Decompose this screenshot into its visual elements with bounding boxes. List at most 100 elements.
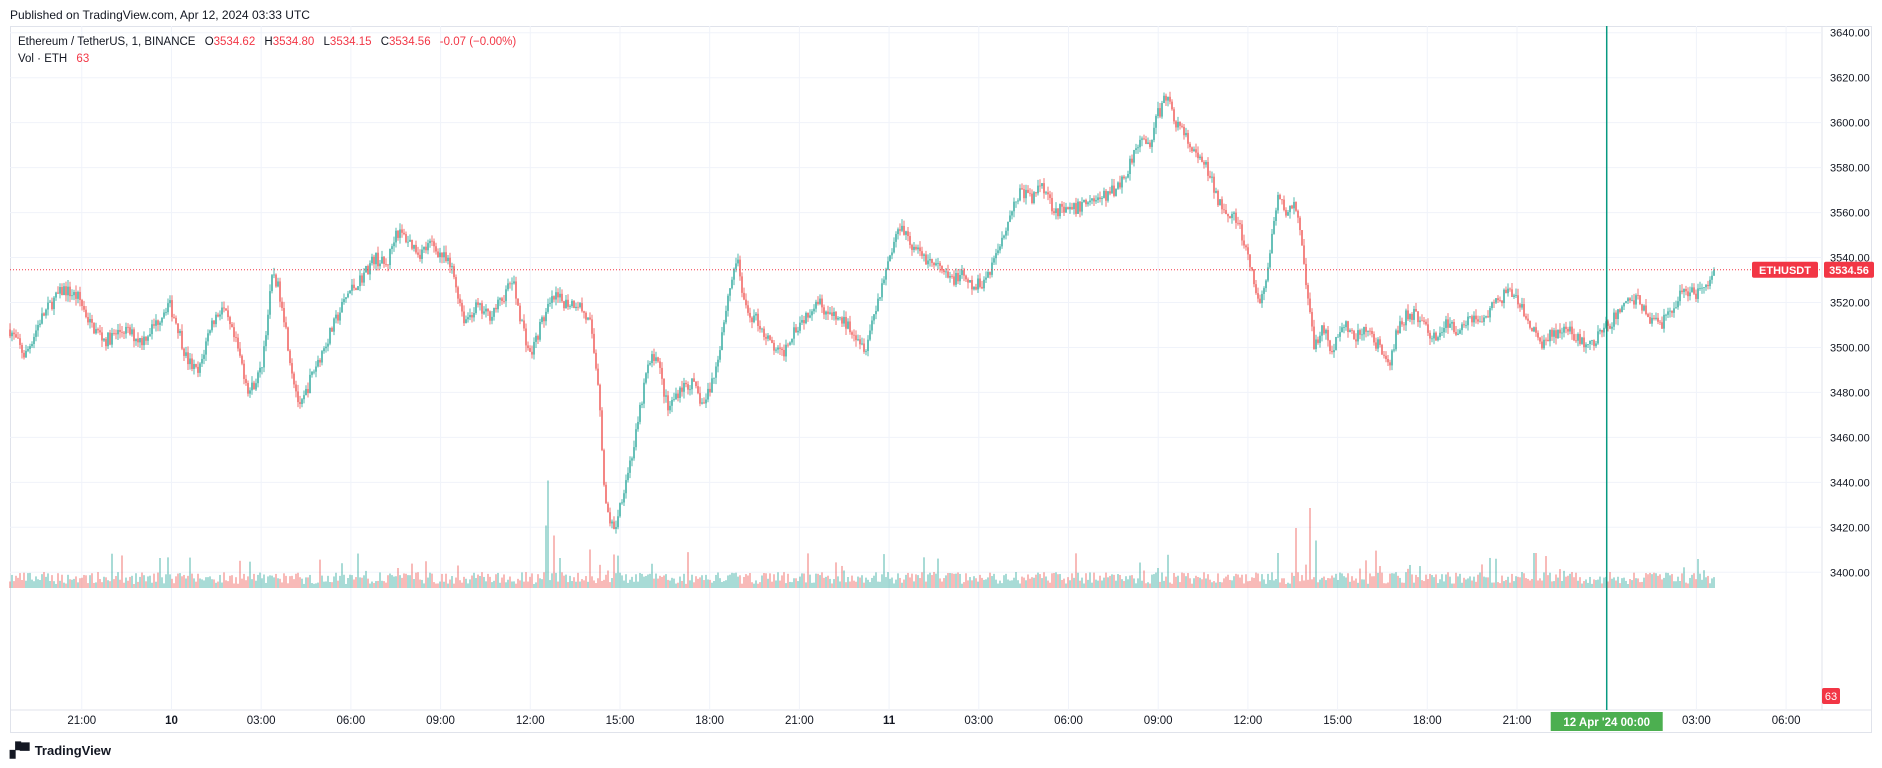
volume-bar	[1357, 582, 1359, 588]
candle-body	[1035, 192, 1037, 194]
candle-body	[971, 280, 973, 290]
candle-body	[983, 279, 985, 289]
footer-brand[interactable]: ▞▀ TradingView	[10, 742, 111, 759]
candle-body	[825, 311, 827, 315]
candle-body	[1475, 315, 1477, 320]
volume-bar	[71, 579, 73, 588]
volume-bar	[385, 582, 387, 588]
candle-body	[143, 336, 145, 346]
candle-body	[1531, 327, 1533, 332]
volume-bar	[1411, 574, 1413, 588]
volume-bar	[997, 583, 999, 588]
candle-body	[1217, 190, 1219, 206]
candle-body	[1635, 295, 1637, 305]
candle-body	[313, 371, 315, 373]
candle-body	[45, 309, 47, 316]
candle-body	[341, 302, 343, 313]
candle-body	[1665, 314, 1667, 316]
candle-body	[625, 480, 627, 494]
volume-bar	[1137, 578, 1139, 588]
candle-body	[811, 311, 813, 316]
candle-body	[1541, 341, 1543, 349]
volume-bar	[913, 581, 915, 588]
candle-body	[1417, 311, 1419, 323]
volume-bar	[995, 579, 997, 588]
volume-bar	[1023, 577, 1025, 588]
volume-bar	[651, 563, 653, 588]
volume-bar	[879, 581, 881, 588]
volume-bar	[1319, 579, 1321, 588]
candle-body	[1251, 267, 1253, 270]
price-axis: 3640.003620.003600.003580.003560.003540.…	[1830, 28, 1870, 580]
candle-body	[1139, 139, 1141, 148]
candle-body	[1453, 322, 1455, 332]
candle-body	[1073, 203, 1075, 210]
volume-bar	[217, 581, 219, 588]
candle-body	[29, 346, 31, 350]
volume-bar	[1003, 575, 1005, 588]
candle-body	[1543, 339, 1545, 349]
volume-bar	[825, 576, 827, 588]
volume-bar	[1545, 556, 1547, 588]
volume-bar	[1177, 575, 1179, 588]
volume-bar	[95, 582, 97, 588]
candle-body	[1533, 327, 1535, 332]
change-value: -0.07 (−0.00%)	[439, 36, 517, 48]
candle-body	[769, 335, 771, 340]
volume-bar	[393, 576, 395, 588]
volume-bar	[841, 565, 843, 588]
volume-bar	[559, 558, 561, 588]
candle-body	[361, 275, 363, 283]
last-price-tag: 3534.56	[1829, 265, 1869, 277]
volume-bar	[659, 575, 661, 588]
candle-body	[973, 286, 975, 290]
volume-bar	[947, 573, 949, 588]
candle-body	[293, 373, 295, 385]
candle-body	[1149, 142, 1151, 147]
candle-body	[1617, 309, 1619, 320]
volume-bar	[705, 574, 707, 588]
candle-body	[1335, 337, 1337, 351]
candle-body	[1045, 192, 1047, 194]
volume-bar	[397, 568, 399, 588]
candle-body	[429, 240, 431, 244]
candle-body	[1131, 158, 1133, 163]
volume-bar	[1127, 579, 1129, 588]
candle-body	[1061, 204, 1063, 207]
symbol-label[interactable]: Ethereum / TetherUS, 1, BINANCE	[18, 36, 196, 48]
time-tick-label: 21:00	[785, 715, 814, 727]
volume-bar	[1683, 567, 1685, 588]
candle-body	[1645, 305, 1647, 315]
candle-body	[55, 292, 57, 298]
candle-body	[91, 318, 93, 323]
candle-body	[473, 313, 475, 318]
volume-bar	[215, 582, 217, 588]
volume-bar	[963, 582, 965, 588]
volume-bar	[1573, 577, 1575, 588]
volume-bar	[1705, 577, 1707, 588]
volume-bar	[929, 572, 931, 588]
volume-bar	[1049, 582, 1051, 588]
volume-bar	[487, 573, 489, 588]
volume-bar	[537, 574, 539, 588]
candle-body	[217, 314, 219, 317]
candle-body	[683, 382, 685, 392]
volume-bar	[991, 576, 993, 588]
volume-bar	[1079, 580, 1081, 588]
volume-bar	[1455, 572, 1457, 588]
volume-bar	[873, 575, 875, 588]
volume-bar	[1709, 583, 1711, 588]
volume-bar	[175, 576, 177, 588]
candle-body	[663, 378, 665, 397]
volume-bar	[1667, 572, 1669, 588]
candle-body	[661, 367, 663, 379]
volume-label[interactable]: Vol · ETH	[18, 53, 68, 65]
chart-frame	[10, 26, 1872, 733]
volume-bar	[501, 577, 503, 588]
candle-body	[289, 350, 291, 364]
volume-bar	[1503, 581, 1505, 588]
candle-body	[545, 311, 547, 322]
candle-body	[1077, 201, 1079, 214]
candle-body	[979, 278, 981, 287]
